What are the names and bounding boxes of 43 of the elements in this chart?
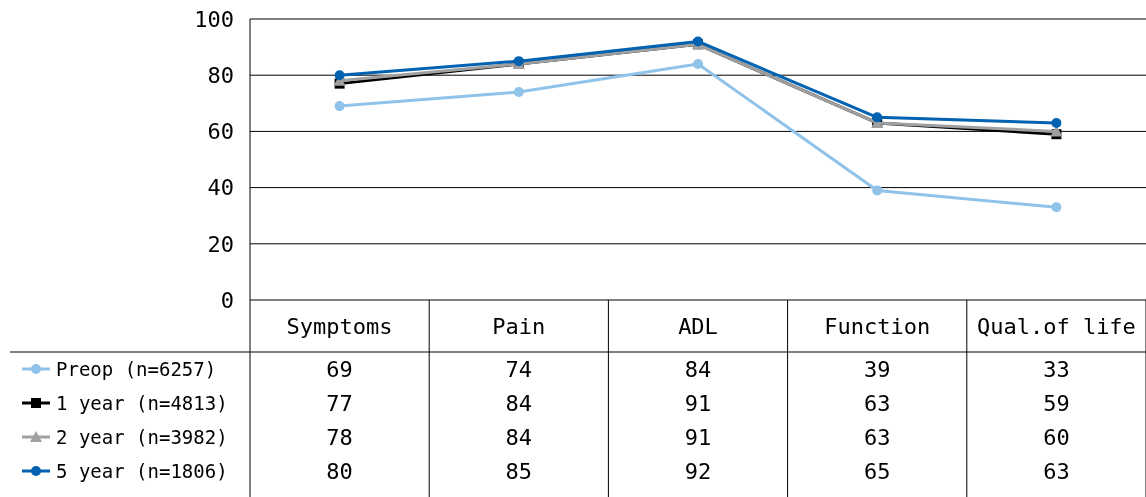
data-label: 69	[326, 356, 353, 382]
y-tick-label: 100	[194, 6, 234, 32]
data-label: 39	[863, 356, 891, 382]
point	[513, 87, 524, 98]
point	[872, 185, 883, 196]
x-tick-label: ADL	[678, 313, 718, 339]
data-label: 91	[684, 424, 712, 450]
point	[872, 112, 883, 123]
x-tick-label: Function	[824, 313, 931, 339]
data-label: 65	[863, 458, 891, 484]
x-tick-label: Pain	[492, 313, 546, 339]
data-label: 60	[1043, 424, 1070, 450]
data-label: 80	[326, 458, 353, 484]
legend-label: 5 year (n=1806)	[56, 459, 228, 482]
y-tick-label: 20	[207, 231, 234, 257]
point	[1051, 117, 1062, 128]
data-label: 63	[863, 390, 891, 416]
y-tick-label: 40	[207, 175, 234, 201]
data-label: 78	[326, 424, 353, 450]
legend-label: Preop (n=6257)	[56, 357, 217, 380]
x-tick-label: Symptoms	[286, 313, 393, 339]
data-label: 77	[326, 390, 353, 416]
data-label: 84	[684, 356, 712, 382]
point	[334, 70, 345, 81]
data-label: 91	[684, 390, 712, 416]
data-label: 33	[1043, 356, 1070, 382]
point	[1051, 202, 1062, 213]
data-label: 85	[505, 458, 533, 484]
data-label: 92	[684, 458, 712, 484]
data-label: 84	[505, 424, 533, 450]
point	[693, 58, 703, 69]
data-label: 59	[1043, 390, 1070, 416]
data-label: 63	[1043, 458, 1070, 484]
point	[334, 101, 345, 112]
data-label: 63	[863, 424, 891, 450]
data-label: 84	[505, 390, 533, 416]
x-tick-label: Qual.of life	[976, 313, 1136, 339]
legend-label: 1 year (n=4813)	[56, 391, 228, 414]
y-tick-label: 80	[207, 62, 234, 88]
legend-label: 2 year (n=3982)	[56, 425, 228, 448]
y-tick-label: 0	[220, 287, 234, 313]
y-tick-label: 60	[207, 119, 234, 145]
data-label: 74	[505, 356, 533, 382]
